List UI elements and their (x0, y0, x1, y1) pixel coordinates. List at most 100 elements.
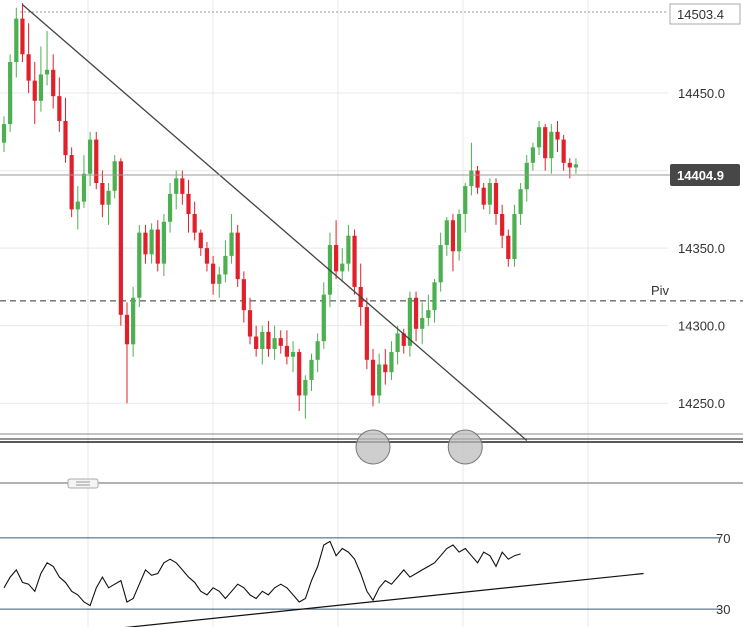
price-axis-label: 14300.0 (678, 319, 725, 334)
candle-body (174, 178, 179, 194)
candle-body (530, 147, 535, 163)
rsi-line (3, 540, 521, 607)
top-price-tag (669, 3, 741, 25)
candle-body (131, 297, 136, 345)
candle-body (315, 341, 320, 360)
candle-body (186, 193, 191, 215)
candle-body (432, 282, 437, 311)
candle-body (389, 352, 394, 373)
candle-body (106, 190, 111, 205)
candle-body (481, 187, 486, 205)
candle-body (290, 352, 296, 357)
candle-body (500, 214, 505, 236)
candle-body (463, 186, 468, 215)
candle-body (118, 161, 123, 315)
candle-body (297, 352, 302, 396)
top-price-label: 14503.4 (677, 7, 724, 22)
circled-low-marker (355, 429, 391, 465)
circled-low-marker (447, 429, 483, 465)
candle-body (229, 232, 234, 256)
candle-body (512, 214, 517, 259)
rsi-trendline (124, 572, 644, 627)
candle-body (549, 131, 554, 159)
candle-body (377, 364, 382, 396)
candle-body (426, 310, 431, 318)
candle-body (407, 297, 412, 346)
pivot-label: Piv (651, 283, 670, 298)
current-price-tag (670, 164, 740, 186)
candle-body (63, 120, 68, 156)
candle-body (38, 74, 43, 101)
candle-body (370, 359, 376, 396)
candle-body (555, 131, 560, 140)
candle-body (475, 170, 480, 188)
candle-body (124, 314, 130, 345)
candle-body (217, 274, 222, 284)
candle-body (192, 214, 197, 233)
candle-body (1, 124, 7, 143)
candle-body (340, 263, 345, 272)
candle-body (561, 139, 566, 163)
candle-body (155, 229, 160, 264)
candle-body (573, 164, 579, 168)
candle-body (420, 317, 425, 329)
candle-body (26, 54, 31, 81)
candle-body (450, 220, 456, 252)
candle-body (469, 170, 474, 187)
candle-body (518, 189, 523, 215)
candle-body (457, 214, 462, 252)
candle-body (278, 338, 283, 346)
candle-body (51, 69, 56, 97)
candle-body (536, 127, 542, 148)
candle-body (20, 18, 25, 55)
candle-body (303, 379, 308, 396)
candle-body (346, 235, 351, 264)
candle-body (88, 139, 93, 174)
candle-body (57, 96, 62, 121)
candle-body (235, 232, 240, 280)
candle-body (506, 235, 511, 259)
candle-body (161, 221, 166, 264)
candle-body (334, 245, 339, 272)
candle-body (487, 183, 492, 205)
candle-body (309, 359, 314, 380)
current-price-label: 14404.9 (677, 168, 724, 183)
candle-body (364, 307, 369, 360)
candle-body (100, 183, 105, 205)
candle-body (524, 162, 529, 190)
candle-body (14, 18, 19, 63)
candle-body (137, 232, 142, 298)
candle-body (211, 263, 216, 284)
candle-body (272, 338, 277, 349)
candle-body (260, 331, 265, 349)
candle-body (112, 161, 117, 191)
downtrend-line (22, 4, 528, 441)
candle-body (567, 162, 572, 168)
pane-resize-handle[interactable] (67, 478, 99, 489)
candle-body (167, 193, 173, 222)
candle-body (149, 229, 154, 255)
candle-body (254, 336, 259, 349)
price-axis-label: 14250.0 (678, 396, 725, 411)
candle-body (32, 80, 37, 101)
candle-body (223, 255, 228, 275)
candle-body (44, 69, 50, 75)
candle-body (395, 333, 400, 353)
candle-body (180, 178, 185, 194)
price-axis-label: 14350.0 (678, 241, 725, 256)
candle-body (284, 345, 289, 357)
candle-body (143, 232, 148, 255)
candle-body (401, 333, 406, 346)
candle-body (69, 155, 74, 210)
candle-body (81, 173, 87, 202)
candle-body (241, 279, 246, 311)
candle-body (438, 245, 443, 283)
candle-body (493, 183, 499, 215)
candle-body (543, 127, 548, 159)
candle-body (444, 220, 449, 246)
candle-body (247, 310, 253, 337)
candle-body (75, 201, 80, 210)
price-axis-label: 14450.0 (678, 86, 725, 101)
